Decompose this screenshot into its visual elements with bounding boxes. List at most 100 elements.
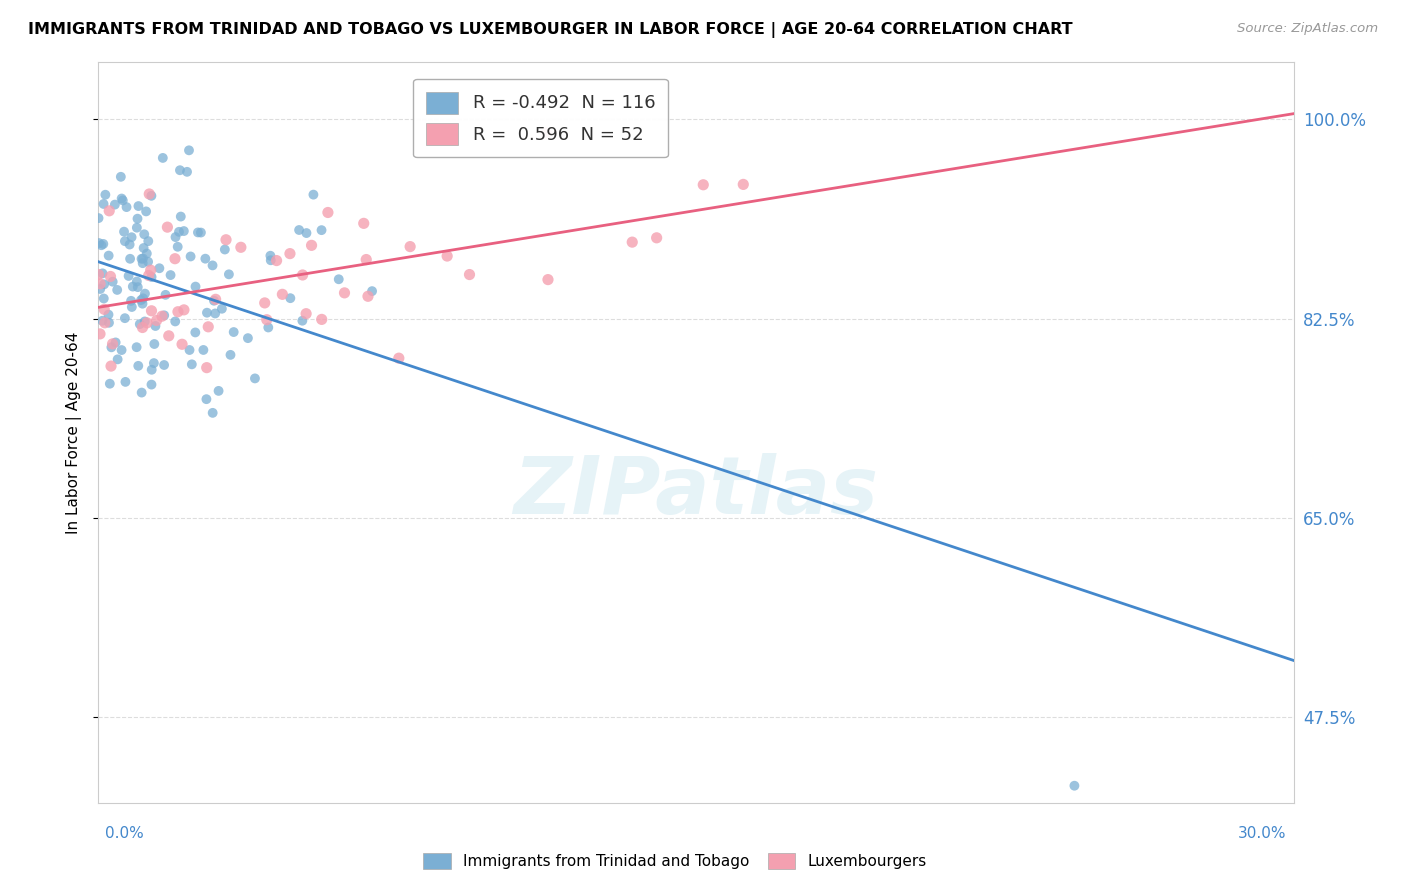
Point xyxy=(167,304,190,318)
Point xyxy=(179,343,201,357)
Point xyxy=(159,268,181,282)
Point xyxy=(256,312,278,326)
Point xyxy=(201,259,224,273)
Legend: Immigrants from Trinidad and Tobago, Luxembourgers: Immigrants from Trinidad and Tobago, Lux… xyxy=(418,847,932,875)
Point xyxy=(110,169,132,184)
Point xyxy=(114,375,136,389)
Point xyxy=(127,211,149,226)
Point xyxy=(135,204,157,219)
Point xyxy=(100,269,122,284)
Point xyxy=(93,197,115,211)
Point xyxy=(180,357,202,371)
Point xyxy=(357,289,380,303)
Point xyxy=(436,249,458,263)
Point xyxy=(115,200,138,214)
Point xyxy=(120,293,142,308)
Point xyxy=(166,240,188,254)
Point xyxy=(219,348,242,362)
Point xyxy=(141,303,163,318)
Point xyxy=(204,306,226,320)
Point xyxy=(104,197,127,211)
Point xyxy=(142,356,165,370)
Point xyxy=(131,256,153,270)
Point xyxy=(197,319,219,334)
Point xyxy=(201,406,224,420)
Point xyxy=(353,216,375,230)
Point xyxy=(257,320,280,334)
Point xyxy=(141,270,163,285)
Point xyxy=(150,309,173,323)
Point xyxy=(163,252,186,266)
Point xyxy=(120,252,142,266)
Point xyxy=(302,187,325,202)
Point xyxy=(94,316,117,330)
Point xyxy=(138,186,160,201)
Point xyxy=(399,239,422,253)
Y-axis label: In Labor Force | Age 20-64: In Labor Force | Age 20-64 xyxy=(66,332,83,533)
Point xyxy=(89,277,111,291)
Point xyxy=(260,253,283,268)
Point xyxy=(91,236,114,251)
Point xyxy=(91,314,114,328)
Point xyxy=(177,144,200,158)
Point xyxy=(204,293,226,307)
Point xyxy=(128,317,150,331)
Point xyxy=(458,268,481,282)
Point xyxy=(127,359,149,373)
Point xyxy=(645,231,668,245)
Point xyxy=(145,318,167,333)
Point xyxy=(195,360,218,375)
Point xyxy=(301,238,323,252)
Point xyxy=(93,302,115,317)
Point xyxy=(134,286,156,301)
Point xyxy=(173,224,195,238)
Point xyxy=(311,223,333,237)
Point xyxy=(141,377,163,392)
Point xyxy=(132,241,155,255)
Point xyxy=(1063,779,1085,793)
Point xyxy=(295,307,318,321)
Point xyxy=(170,337,193,351)
Point xyxy=(98,376,121,391)
Point xyxy=(127,280,149,294)
Point xyxy=(295,226,318,240)
Point xyxy=(100,340,122,354)
Point xyxy=(145,313,167,327)
Point xyxy=(167,225,190,239)
Point xyxy=(121,300,143,314)
Point xyxy=(131,385,153,400)
Point xyxy=(127,199,149,213)
Point xyxy=(733,178,755,192)
Point xyxy=(328,272,350,286)
Point xyxy=(361,284,384,298)
Point xyxy=(165,314,187,328)
Point xyxy=(316,205,339,219)
Point xyxy=(134,314,156,328)
Point xyxy=(537,272,560,286)
Point xyxy=(121,230,143,244)
Point xyxy=(97,308,120,322)
Point xyxy=(114,234,136,248)
Point xyxy=(98,203,121,218)
Point xyxy=(89,282,111,296)
Point xyxy=(131,320,153,334)
Point xyxy=(111,194,134,208)
Point xyxy=(291,268,314,282)
Point xyxy=(131,296,153,310)
Point xyxy=(271,287,294,301)
Point xyxy=(90,238,112,252)
Point xyxy=(222,325,245,339)
Point xyxy=(110,343,132,357)
Text: 0.0%: 0.0% xyxy=(105,827,145,841)
Text: ZIPatlas: ZIPatlas xyxy=(513,453,879,531)
Point xyxy=(107,352,129,367)
Point xyxy=(194,252,217,266)
Point xyxy=(136,316,159,330)
Point xyxy=(87,211,110,226)
Point xyxy=(118,237,141,252)
Point xyxy=(236,331,259,345)
Point xyxy=(202,293,225,308)
Point xyxy=(93,277,115,292)
Point xyxy=(97,249,120,263)
Point xyxy=(169,163,191,178)
